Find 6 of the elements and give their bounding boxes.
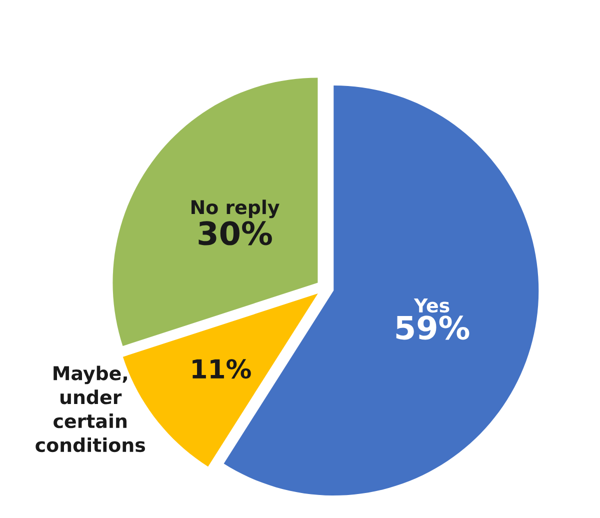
slice-label: No reply (192, 200, 280, 218)
slice-label: Maybe, under certain conditions (36, 366, 145, 452)
data-label: 59% (396, 316, 470, 340)
data-label: 11% (192, 359, 251, 379)
data-label: 30% (198, 221, 272, 246)
slice-label: Yes (414, 298, 450, 313)
